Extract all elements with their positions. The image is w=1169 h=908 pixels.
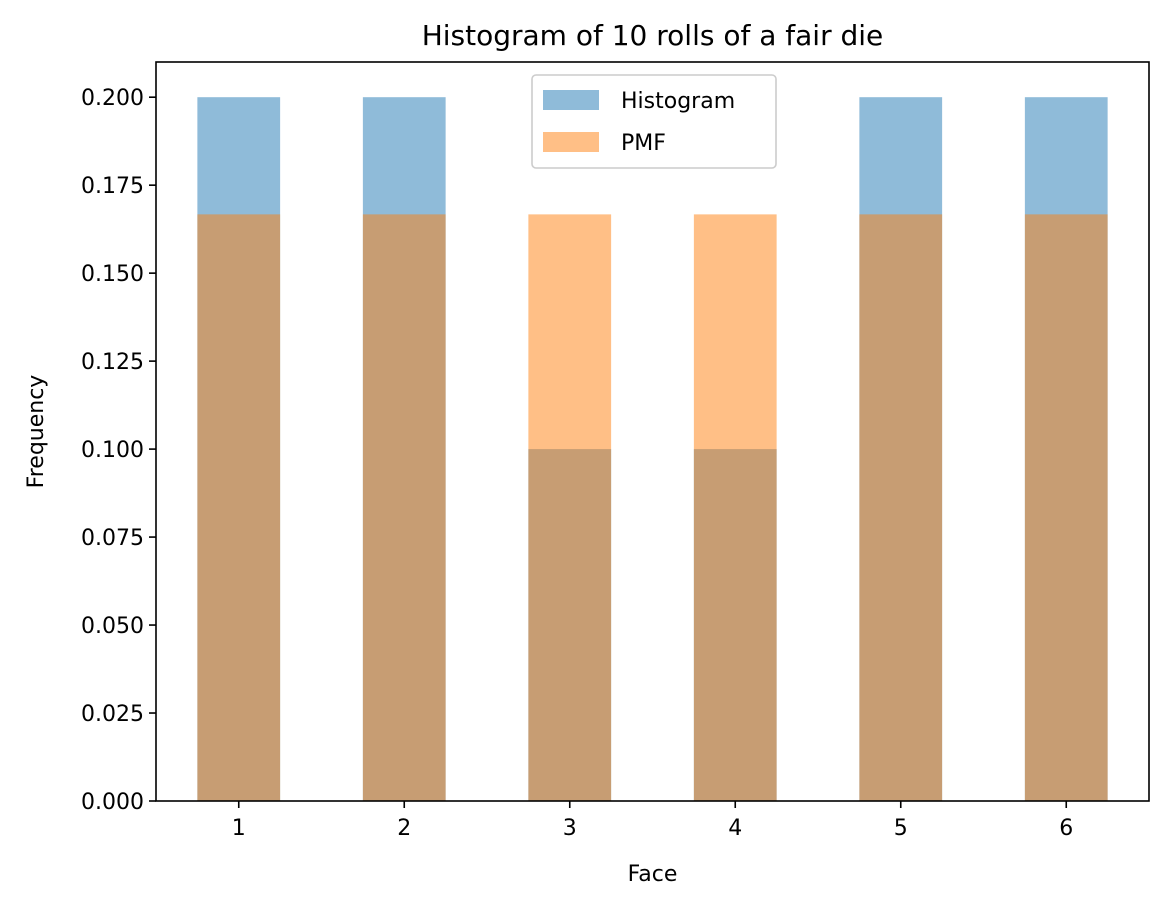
legend-label-histogram: Histogram	[621, 89, 735, 114]
y-tick-label: 0.075	[81, 526, 144, 551]
y-tick-label: 0.000	[81, 790, 144, 815]
bars-layer	[197, 97, 1108, 801]
y-tick-label: 0.175	[81, 174, 144, 199]
bar-pmf-6	[1024, 214, 1108, 801]
x-tick-label: 1	[232, 816, 246, 841]
y-tick-label: 0.200	[81, 86, 144, 111]
ticks-layer: 0.000 0.025 0.050 0.075 0.100 0.125 0.150 0.175…	[81, 86, 1073, 841]
bar-pmf-5	[859, 214, 943, 801]
bar-pmf-1	[197, 214, 281, 801]
x-tick-label: 4	[728, 816, 742, 841]
y-tick-label: 0.125	[81, 350, 144, 375]
y-tick-label: 0.025	[81, 702, 144, 727]
x-tick-label: 3	[563, 816, 577, 841]
bar-pmf-3	[528, 214, 612, 801]
chart-title: Histogram of 10 rolls of a fair die	[422, 19, 884, 52]
bar-pmf-4	[693, 214, 777, 801]
y-tick-label: 0.150	[81, 262, 144, 287]
x-tick-label: 2	[397, 816, 411, 841]
y-tick-label: 0.050	[81, 614, 144, 639]
x-tick-label: 5	[894, 816, 908, 841]
bar-pmf-2	[362, 214, 446, 801]
legend-label-pmf: PMF	[621, 131, 666, 156]
legend: Histogram PMF	[531, 74, 777, 169]
legend-swatch-histogram	[543, 90, 599, 110]
x-tick-label: 6	[1059, 816, 1073, 841]
y-tick-label: 0.100	[81, 438, 144, 463]
plot-frame	[155, 61, 1150, 802]
x-axis-label: Face	[628, 862, 678, 887]
legend-swatch-pmf	[543, 132, 599, 152]
y-axis-label: Frequency	[24, 375, 49, 489]
